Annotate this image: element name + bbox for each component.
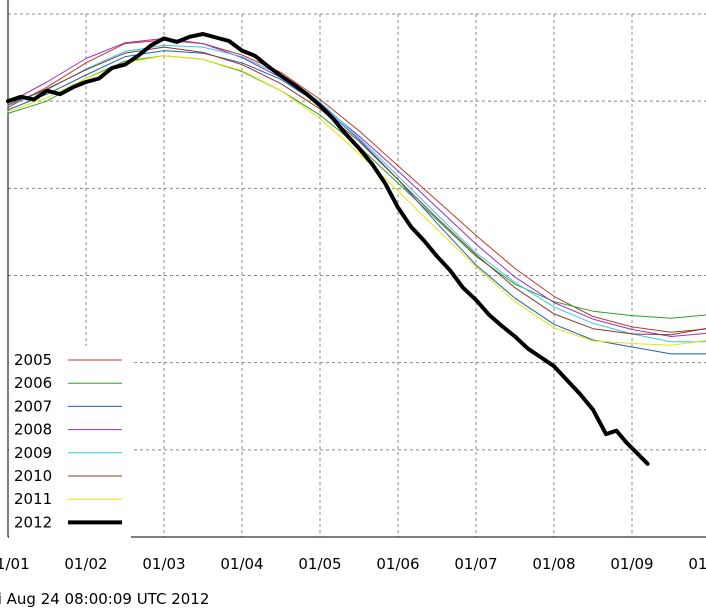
timestamp-footer: Fri Aug 24 08:00:09 UTC 2012 bbox=[0, 590, 209, 608]
x-axis-ticks: 01/01 01/02 01/03 01/04 01/05 01/06 01/07 01/08… bbox=[0, 555, 706, 573]
legend-label-2012: 2012 bbox=[14, 513, 52, 531]
x-tick-label: 01/04 bbox=[220, 555, 263, 573]
legend-background bbox=[9, 346, 131, 540]
x-tick-label: 01/05 bbox=[298, 555, 341, 573]
series-line-2006 bbox=[7, 55, 706, 319]
series-lines bbox=[6, 32, 706, 466]
legend-label-2006: 2006 bbox=[14, 374, 52, 392]
legend: 2005 2006 2007 2008 2009 2010 2011 2012 bbox=[9, 346, 131, 540]
legend-label-2009: 2009 bbox=[14, 444, 52, 462]
x-tick-label: 01/07 bbox=[454, 555, 497, 573]
x-tick-label: 01/09 bbox=[610, 555, 653, 573]
x-tick-label: 01/10 bbox=[688, 555, 706, 573]
legend-label-2010: 2010 bbox=[14, 467, 52, 485]
x-tick-label: 01/08 bbox=[532, 555, 575, 573]
series-line-2008 bbox=[7, 37, 706, 337]
legend-label-2008: 2008 bbox=[14, 421, 52, 439]
x-tick-label: 01/01 bbox=[0, 555, 30, 573]
legend-label-2007: 2007 bbox=[14, 397, 52, 415]
x-tick-label: 01/03 bbox=[142, 555, 185, 573]
series-line-2009 bbox=[7, 44, 706, 343]
series-line-2012 bbox=[6, 32, 650, 466]
x-tick-label: 01/06 bbox=[376, 555, 419, 573]
legend-label-2011: 2011 bbox=[14, 490, 52, 508]
series-line-2005 bbox=[7, 39, 706, 333]
series-line-2010 bbox=[7, 46, 706, 336]
x-tick-label: 01/02 bbox=[64, 555, 107, 573]
legend-label-2005: 2005 bbox=[14, 351, 52, 369]
series-line-2011 bbox=[7, 55, 706, 346]
series-line-2007 bbox=[7, 50, 706, 355]
